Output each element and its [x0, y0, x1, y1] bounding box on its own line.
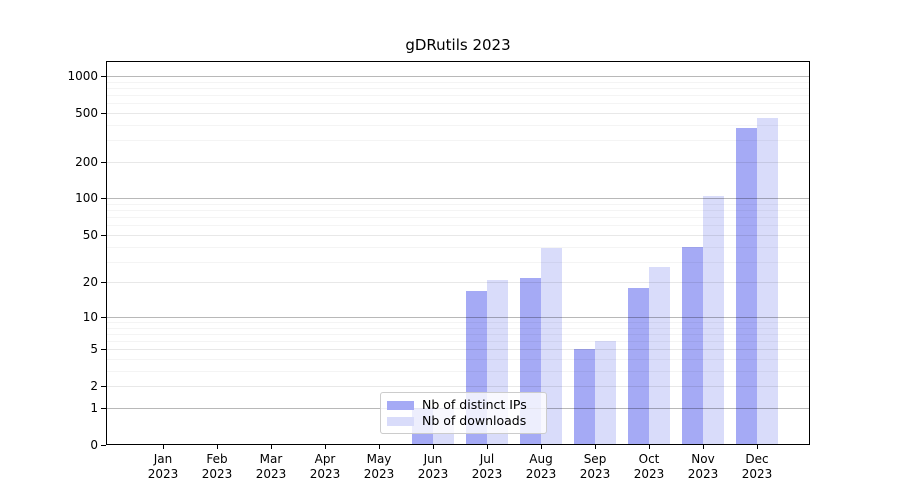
x-tick-label: Dec 2023: [741, 452, 773, 481]
chart-title: gDRutils 2023: [405, 36, 511, 54]
legend: Nb of distinct IPs Nb of downloads: [380, 392, 547, 434]
y-tick-label: 0: [90, 438, 98, 452]
gridline-minor: [107, 261, 809, 263]
bar-distinct-ips-dec: [736, 127, 757, 445]
gridline-minor: [107, 327, 809, 329]
y-tick-label: 1: [90, 400, 98, 415]
gridline-minor: [107, 210, 809, 212]
gridline: [107, 112, 809, 114]
y-tick-mark: [101, 407, 106, 409]
y-tick-mark: [101, 282, 106, 284]
gridline-minor: [107, 217, 809, 219]
x-tick-mark: [271, 445, 272, 449]
gridline-major: [107, 316, 809, 318]
x-tick-mark: [595, 445, 596, 449]
bar-downloads-oct: [649, 266, 670, 445]
gridline: [107, 386, 809, 388]
bar-distinct-ips-nov: [682, 246, 703, 445]
x-tick-mark: [433, 445, 434, 449]
legend-swatch-distinct-ips: [387, 400, 414, 410]
x-tick-mark: [217, 445, 218, 449]
x-tick-mark: [703, 445, 704, 449]
bar-downloads-nov: [703, 195, 724, 445]
x-tick-label: Sep 2023: [579, 452, 611, 481]
x-tick-label: Mar 2023: [255, 452, 287, 481]
legend-item-distinct-ips: Nb of distinct IPs: [387, 397, 540, 413]
x-tick-mark: [541, 445, 542, 449]
gridline-minor: [107, 333, 809, 335]
y-tick-label: 10: [82, 309, 98, 324]
x-tick-label: Aug 2023: [525, 452, 557, 481]
legend-label-distinct-ips: Nb of distinct IPs: [422, 397, 527, 412]
legend-swatch-downloads: [387, 416, 414, 426]
x-tick-label: Feb 2023: [201, 452, 233, 481]
y-tick-mark: [101, 112, 106, 114]
y-tick-label: 1000: [67, 68, 98, 83]
gridline-minor: [107, 341, 809, 343]
gridline-minor: [107, 225, 809, 227]
x-tick-label: Jul 2023: [471, 452, 503, 481]
legend-item-downloads: Nb of downloads: [387, 413, 540, 429]
gridline-minor: [107, 140, 809, 142]
x-tick-label: Oct 2023: [633, 452, 665, 481]
y-tick-mark: [101, 445, 106, 446]
bar-downloads-sep: [595, 341, 616, 445]
gridline-minor: [107, 94, 809, 96]
y-tick-label: 2: [90, 379, 98, 394]
bar-downloads-dec: [757, 117, 778, 445]
gridline-minor: [107, 124, 809, 126]
x-tick-label: Nov 2023: [687, 452, 719, 481]
bar-distinct-ips-sep: [574, 349, 595, 445]
y-tick-mark: [101, 349, 106, 351]
gridline-major: [107, 75, 809, 77]
y-tick-mark: [101, 198, 106, 200]
y-tick-label: 500: [75, 105, 98, 120]
y-tick-label: 5: [90, 342, 98, 357]
gridline-minor: [107, 87, 809, 89]
x-tick-mark: [325, 445, 326, 449]
y-tick-mark: [101, 75, 106, 77]
y-tick-label: 50: [82, 227, 98, 242]
gridline: [107, 282, 809, 284]
gridline: [107, 349, 809, 351]
gridline-minor: [107, 103, 809, 105]
y-tick-mark: [101, 386, 106, 388]
y-tick-label: 200: [75, 154, 98, 169]
x-tick-mark: [757, 445, 758, 449]
y-tick-mark: [101, 234, 106, 236]
y-tick-label: 20: [82, 275, 98, 290]
gridline-minor: [107, 204, 809, 206]
gridline-minor: [107, 246, 809, 248]
gridline: [107, 161, 809, 163]
gridline-minor: [107, 370, 809, 372]
y-tick-label: 100: [75, 191, 98, 206]
x-tick-label: May 2023: [363, 452, 395, 481]
x-tick-mark: [379, 445, 380, 449]
x-tick-label: Jun 2023: [417, 452, 449, 481]
gridline-minor: [107, 322, 809, 323]
bar-distinct-ips-oct: [628, 287, 649, 445]
x-tick-mark: [649, 445, 650, 449]
x-tick-mark: [487, 445, 488, 449]
y-tick-mark: [101, 161, 106, 163]
gridline-minor: [107, 81, 809, 83]
legend-label-downloads: Nb of downloads: [422, 413, 527, 428]
x-tick-label: Apr 2023: [309, 452, 341, 481]
x-tick-label: Jan 2023: [147, 452, 179, 481]
gridline: [107, 234, 809, 236]
gridline-minor: [107, 359, 809, 361]
x-tick-mark: [163, 445, 164, 449]
y-tick-mark: [101, 316, 106, 318]
gridline-major: [107, 198, 809, 200]
